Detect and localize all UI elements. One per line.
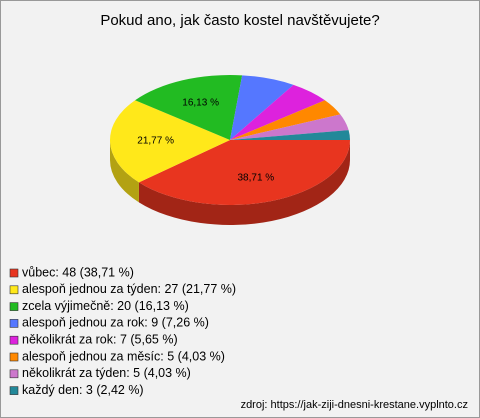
- legend-swatch: [9, 386, 19, 395]
- slice: [230, 100, 341, 140]
- legend-swatch: [9, 302, 19, 311]
- slice: [135, 75, 243, 140]
- value-label: 38,71 %: [237, 172, 274, 183]
- slice-side: [138, 140, 350, 226]
- slice: [110, 100, 230, 183]
- legend-label: několikrát za rok: 7 (5,65 %): [22, 332, 178, 346]
- legend-swatch: [9, 319, 19, 328]
- slice: [138, 140, 350, 205]
- chart-title: Pokud ano, jak často kostel navštěvujete…: [100, 12, 379, 29]
- slice: [230, 84, 325, 140]
- legend-label: alespoň jednou za týden: 27 (21,77 %): [22, 282, 236, 296]
- legend-swatch: [9, 268, 19, 278]
- slice-side: [110, 140, 139, 203]
- slice: [230, 75, 294, 140]
- legend-label: alespoň jednou za měsíc: 5 (4,03 %): [22, 349, 225, 363]
- legend-label: vůbec: 48 (38,71 %): [22, 265, 134, 279]
- slice: [230, 114, 349, 140]
- value-label: 21,77 %: [137, 136, 174, 147]
- source: zdroj: https://jak-ziji-dnesni-krestane.…: [241, 399, 468, 411]
- legend-label: každý den: 3 (2,42 %): [22, 383, 144, 397]
- legend-label: alespoň jednou za rok: 9 (7,26 %): [22, 316, 209, 330]
- legend-swatch: [9, 369, 19, 379]
- slice: [230, 130, 350, 140]
- legend-swatch: [9, 352, 19, 362]
- legend-label: zcela výjimečně: 20 (16,13 %): [22, 299, 189, 313]
- legend-swatch: [9, 335, 19, 345]
- legend-swatch: [9, 285, 19, 295]
- value-label: 16,13 %: [182, 98, 219, 109]
- legend-label: několikrát za týden: 5 (4,03 %): [22, 366, 191, 380]
